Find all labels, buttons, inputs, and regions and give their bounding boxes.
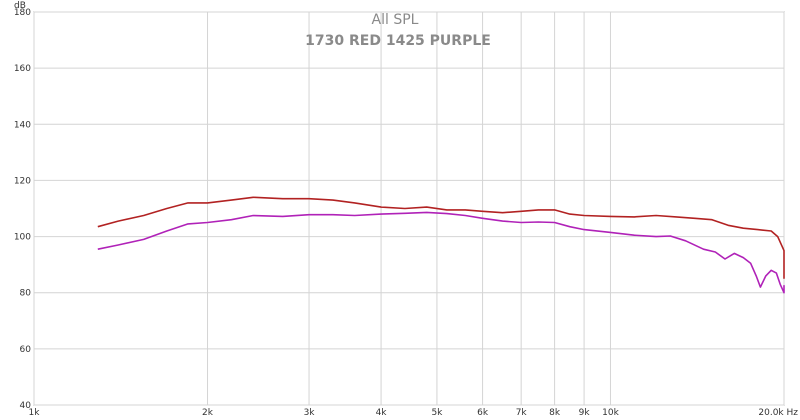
y-tick-label: 40	[20, 401, 32, 411]
y-tick-label: 120	[14, 176, 31, 186]
chart-title: All SPL	[372, 12, 419, 28]
series-line-1	[97, 196, 785, 279]
series-line-2	[97, 211, 785, 294]
x-tick-label: 6k	[477, 408, 489, 418]
chart-subtitle: 1730 RED 1425 PURPLE	[305, 33, 491, 49]
x-tick-label: 20.0k Hz	[758, 408, 798, 418]
y-tick-label: 80	[20, 289, 32, 299]
x-tick-labels: 1k 2k 3k 4k 5k 6k 7k 8k 9k 10k 20.0k Hz	[29, 408, 799, 418]
grid-lines	[33, 11, 785, 406]
y-tick-label: 160	[14, 64, 31, 74]
y-tick-label: 60	[20, 345, 32, 355]
y-tick-labels: 40 60 80 100 120 140 160 180	[14, 8, 31, 411]
y-tick-label: 140	[14, 120, 31, 130]
y-tick-label: 100	[14, 233, 31, 243]
x-tick-label: 10k	[602, 408, 619, 418]
x-tick-label: 7k	[516, 408, 528, 418]
y-tick-label: 180	[14, 8, 31, 18]
x-tick-label: 9k	[579, 408, 591, 418]
series-lines	[97, 196, 785, 294]
x-tick-label: 4k	[376, 408, 388, 418]
x-tick-label: 5k	[431, 408, 443, 418]
y-axis-unit: dB	[14, 1, 26, 11]
x-tick-label: 8k	[549, 408, 561, 418]
x-tick-label: 1k	[29, 408, 41, 418]
x-tick-label: 3k	[304, 408, 316, 418]
x-tick-label: 2k	[202, 408, 214, 418]
